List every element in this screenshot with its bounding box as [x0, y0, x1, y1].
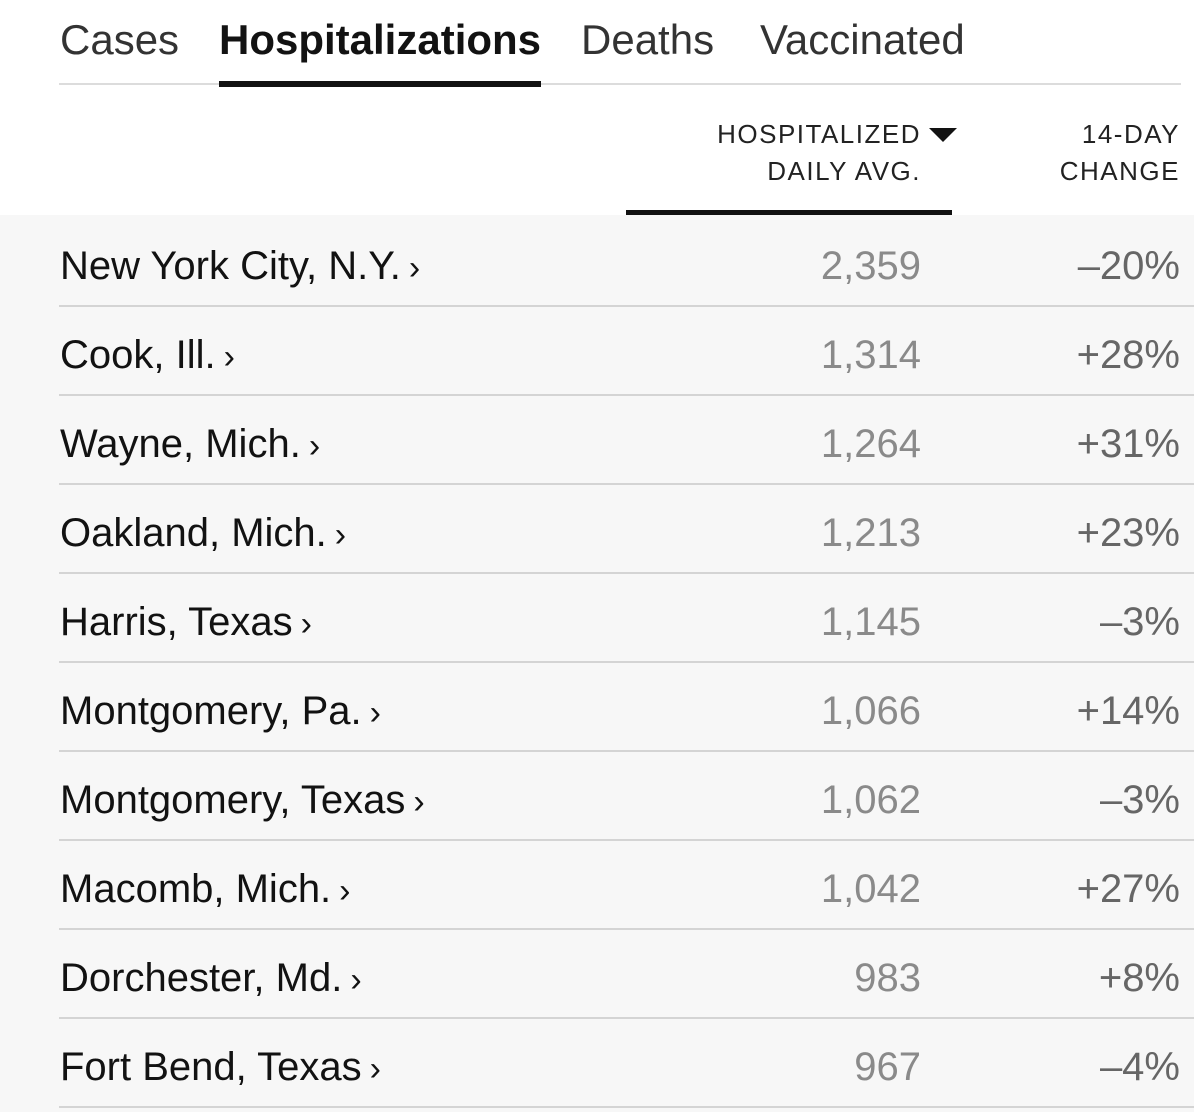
chevron-right-icon: ›	[350, 961, 362, 999]
row-change-value: –3%	[1099, 778, 1180, 822]
row-location[interactable]: Harris, Texas ›	[60, 574, 312, 661]
chevron-right-icon: ›	[308, 427, 321, 465]
sort-down-triangle-icon[interactable]	[929, 128, 957, 142]
row-hospitalized-value: 1,314	[820, 333, 921, 377]
row-change-value: +31%	[1076, 422, 1180, 466]
table-row[interactable]: Fort Bend, Texas › 967 –4%	[59, 1019, 1194, 1108]
row-hospitalized-value: 1,062	[820, 778, 921, 822]
row-change-value: –20%	[1077, 244, 1180, 288]
row-location[interactable]: Dorchester, Md. ›	[60, 930, 362, 1017]
chevron-right-icon: ›	[413, 783, 425, 821]
column-header-hospitalized-line2: DAILY AVG.	[767, 156, 921, 186]
row-location-label: Montgomery, Pa.	[60, 689, 362, 733]
row-location-label: Cook, Ill.	[60, 333, 216, 377]
tab-vaccinated[interactable]: Vaccinated	[760, 16, 965, 63]
row-hospitalized-value: 1,066	[820, 689, 921, 733]
row-hospitalized-value: 1,042	[820, 867, 921, 911]
row-change-value: –4%	[1099, 1045, 1180, 1089]
table-row[interactable]: Wayne, Mich. › 1,264 +31%	[59, 396, 1194, 485]
metric-tabs: Cases Hospitalizations Deaths Vaccinated	[59, 0, 1181, 87]
table-row[interactable]: Harris, Texas › 1,145 –3%	[59, 574, 1194, 663]
row-location-label: Oakland, Mich.	[60, 511, 327, 555]
tab-cases[interactable]: Cases	[60, 16, 180, 63]
chevron-right-icon: ›	[339, 872, 351, 910]
chevron-right-icon: ›	[334, 516, 347, 554]
row-change-value: +28%	[1076, 333, 1180, 377]
chevron-right-icon: ›	[369, 694, 381, 732]
row-location-label: Fort Bend, Texas	[60, 1045, 362, 1089]
chevron-right-icon: ›	[369, 1050, 381, 1088]
row-change-value: +23%	[1076, 511, 1180, 555]
tab-deaths[interactable]: Deaths	[581, 16, 715, 63]
row-change-value: +8%	[1098, 956, 1180, 1000]
row-location[interactable]: Fort Bend, Texas ›	[60, 1019, 381, 1106]
table-row[interactable]: New York City, N.Y. › 2,359 –20%	[59, 218, 1194, 307]
table-row[interactable]: Dorchester, Md. › 983 +8%	[59, 930, 1194, 1019]
row-hospitalized-value: 1,145	[820, 600, 921, 644]
row-location-label: Dorchester, Md.	[60, 956, 343, 1000]
table-row[interactable]: Montgomery, Texas › 1,062 –3%	[59, 752, 1194, 841]
row-location-label: New York City, N.Y.	[60, 244, 401, 288]
row-hospitalized-value: 967	[854, 1045, 921, 1089]
chevron-right-icon: ›	[408, 249, 421, 287]
column-header-hospitalized-line1: HOSPITALIZED	[717, 119, 921, 149]
chevron-right-icon: ›	[300, 605, 312, 643]
row-hospitalized-value: 2,359	[820, 244, 921, 288]
row-location-label: Wayne, Mich.	[60, 422, 301, 466]
column-header-hospitalized[interactable]: HOSPITALIZED DAILY AVG.	[717, 116, 921, 190]
row-location[interactable]: Macomb, Mich. ›	[60, 841, 351, 928]
row-location[interactable]: Oakland, Mich. ›	[60, 485, 346, 572]
row-location[interactable]: Montgomery, Texas ›	[60, 752, 425, 839]
row-hospitalized-value: 1,213	[820, 511, 921, 555]
row-hospitalized-value: 983	[854, 956, 921, 1000]
column-header-change-line2: CHANGE	[1059, 156, 1180, 186]
sorted-column-indicator	[626, 210, 952, 216]
row-location[interactable]: Cook, Ill. ›	[60, 307, 235, 394]
table-row[interactable]: Macomb, Mich. › 1,042 +27%	[59, 841, 1194, 930]
row-location-label: Montgomery, Texas	[60, 778, 406, 822]
row-location[interactable]: Montgomery, Pa. ›	[60, 663, 381, 750]
tab-hospitalizations[interactable]: Hospitalizations	[219, 14, 542, 87]
table-row[interactable]: Oakland, Mich. › 1,213 +23%	[59, 485, 1194, 574]
row-change-value: +27%	[1076, 867, 1180, 911]
row-change-value: –3%	[1099, 600, 1180, 644]
column-header-change-line1: 14-DAY	[1081, 119, 1180, 149]
row-location[interactable]: New York City, N.Y. ›	[60, 218, 420, 305]
row-change-value: +14%	[1076, 689, 1180, 733]
column-header-14-day-change[interactable]: 14-DAY CHANGE	[1060, 116, 1180, 190]
table-row[interactable]: Cook, Ill. › 1,314 +28%	[59, 307, 1194, 396]
chevron-right-icon: ›	[223, 338, 235, 376]
row-location-label: Macomb, Mich.	[60, 867, 332, 911]
table-body: New York City, N.Y. › 2,359 –20% Cook, Il…	[0, 215, 1194, 1112]
row-location[interactable]: Wayne, Mich. ›	[60, 396, 320, 483]
table-row[interactable]: Montgomery, Pa. › 1,066 +14%	[59, 663, 1194, 752]
row-hospitalized-value: 1,264	[820, 422, 921, 466]
row-location-label: Harris, Texas	[60, 600, 293, 644]
